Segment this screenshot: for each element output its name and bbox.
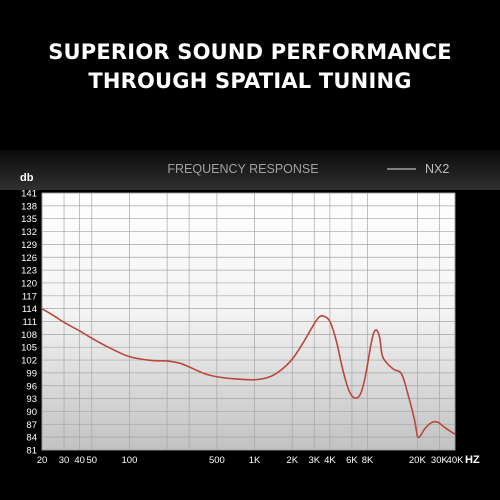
x-tick-label: 30 [59, 455, 70, 466]
y-tick-label: 108 [21, 330, 37, 341]
y-tick-label: 135 [21, 214, 37, 225]
x-tick-label: 50 [86, 455, 97, 466]
y-tick-label: 138 [21, 201, 37, 212]
plot-border [41, 192, 456, 451]
y-tick-label: 129 [21, 240, 37, 251]
y-tick-label: 117 [22, 291, 37, 302]
chart-header-band [0, 150, 500, 190]
y-tick-label: 120 [21, 278, 37, 289]
x-tick-label: 3K [308, 455, 320, 466]
y-tick-label: 102 [21, 356, 37, 367]
x-axis-label: HZ [465, 454, 480, 466]
series-line-nx2 [41, 307, 456, 439]
y-tick-label: 84 [26, 433, 37, 444]
y-tick-label: 105 [21, 343, 37, 354]
x-tick-label: 20K [409, 455, 427, 466]
y-tick-label: 87 [26, 420, 37, 431]
x-tick-label: 30K [431, 455, 449, 466]
x-tick-label: 4K [324, 455, 336, 466]
y-tick-label: 126 [21, 253, 37, 264]
headline-line-2: THROUGH SPATIAL TUNING [88, 69, 412, 93]
x-tick-label: 2K [286, 455, 298, 466]
legend-label-nx2: NX2 [425, 162, 449, 176]
y-tick-label: 90 [26, 407, 37, 418]
y-tick-label: 99 [26, 368, 37, 379]
x-tick-label: 20 [37, 455, 48, 466]
y-tick-label: 123 [21, 266, 37, 277]
x-tick-label: 8K [362, 455, 374, 466]
x-tick-label: 1K [249, 455, 261, 466]
y-tick-label: 81 [26, 446, 37, 457]
y-tick-label: 96 [26, 381, 37, 392]
headline-line-1: SUPERIOR SOUND PERFORMANCE [48, 40, 452, 64]
y-tick-label: 111 [23, 317, 37, 328]
x-tick-label: 500 [209, 455, 225, 466]
y-tick-label: 141 [21, 189, 37, 200]
x-tick-label: 100 [122, 455, 138, 466]
grid [41, 192, 456, 451]
y-tick-label: 93 [26, 394, 37, 405]
chart-title: FREQUENCY RESPONSE [167, 162, 318, 176]
series-layer [41, 307, 456, 439]
x-tick-label: 40K [447, 455, 465, 466]
y-axis-label: db [20, 172, 34, 184]
x-tick-label: 40 [74, 455, 85, 466]
y-tick-label: 132 [21, 227, 37, 238]
x-tick-label: 6K [346, 455, 358, 466]
y-tick-label: 114 [22, 304, 37, 315]
